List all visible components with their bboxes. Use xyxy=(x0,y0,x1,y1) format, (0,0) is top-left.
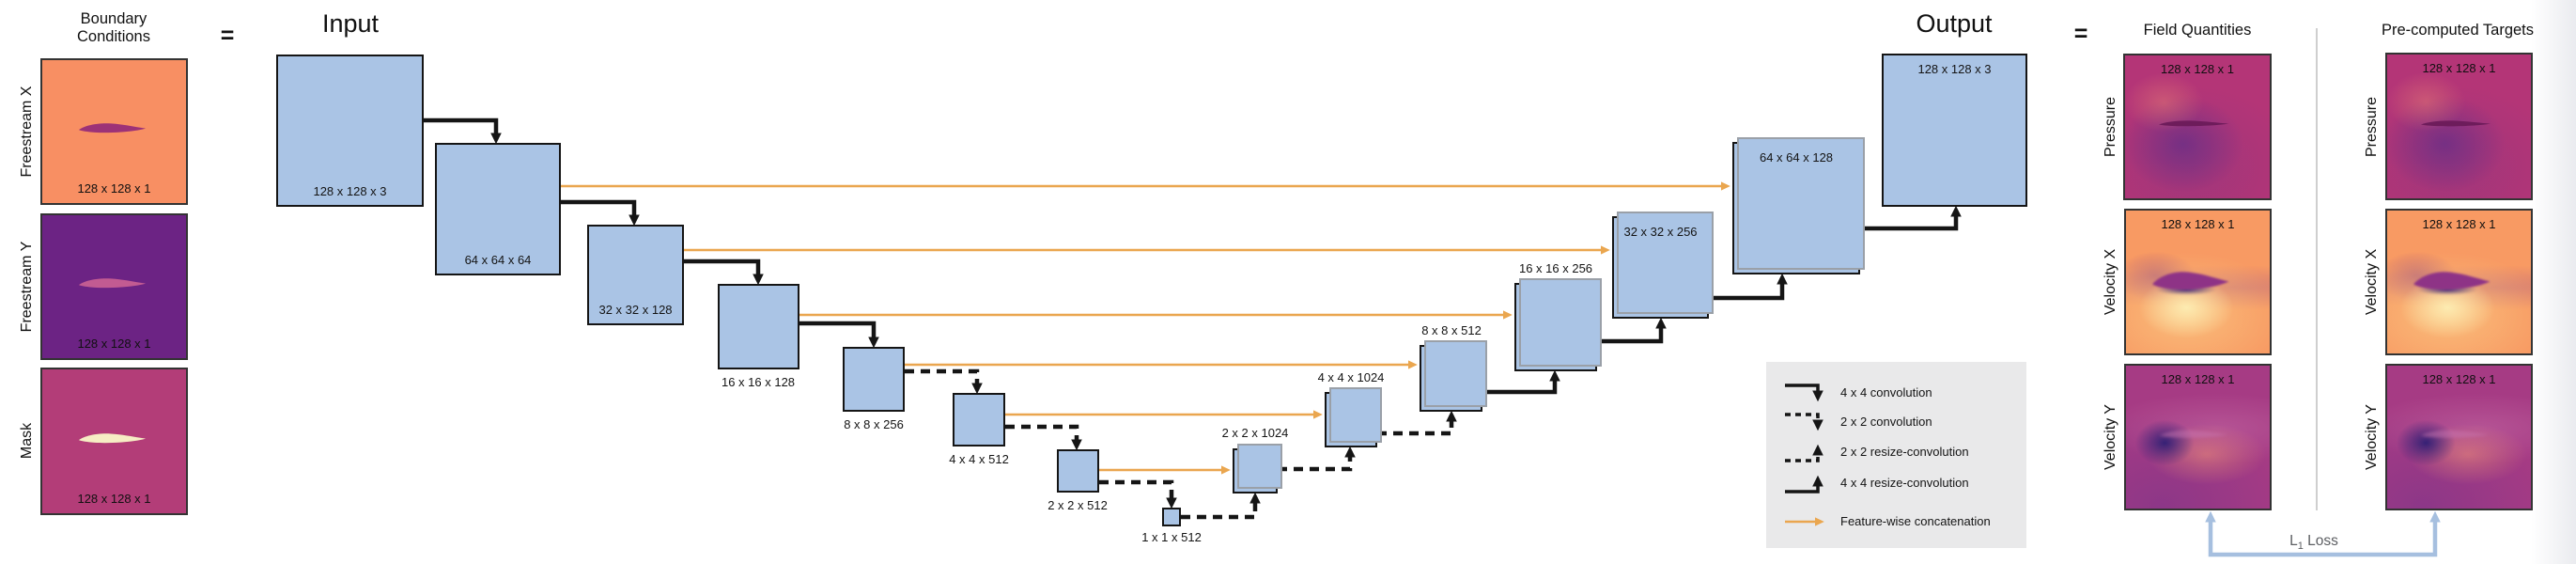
legend: 4 x 4 convolution 2 x 2 convolution 2 x … xyxy=(1766,362,2026,548)
encoder-block-8-dims: 1 x 1 x 512 xyxy=(1141,530,1202,544)
pt-velocity-x-image: 128 x 128 x 1 xyxy=(2385,209,2533,355)
encoder-block-6-dims: 4 x 4 x 512 xyxy=(949,452,1009,466)
pt-velocity-y-image: 128 x 128 x 1 xyxy=(2385,364,2533,510)
fq-pressure-image: 128 x 128 x 1 xyxy=(2123,54,2272,200)
decoder-block-6: 64 x 64 x 128 xyxy=(1732,137,1865,274)
encoder-block-3-dims: 32 x 32 x 128 xyxy=(598,303,673,317)
encoder-block-2-dims: 64 x 64 x 64 xyxy=(464,253,532,267)
pt-velocity-y-dims: 128 x 128 x 1 xyxy=(2422,372,2496,386)
decoder-block-2-dims: 4 x 4 x 1024 xyxy=(1317,370,1385,384)
output-block: 128 x 128 x 3 xyxy=(1882,54,2027,207)
encoder-block-1: 128 x 128 x 3 xyxy=(276,55,424,207)
pt-velocity-x-dims: 128 x 128 x 1 xyxy=(2422,217,2496,231)
resize4-arrows xyxy=(1482,205,1962,395)
decoder-block-1-dims: 2 x 2 x 1024 xyxy=(1221,426,1289,440)
encoder-block-5 xyxy=(843,347,905,412)
fq-velocity-x-image: 128 x 128 x 1 xyxy=(2124,209,2272,355)
pt-pressure-dims: 128 x 128 x 1 xyxy=(2422,61,2496,75)
concat-arrows xyxy=(561,181,1730,475)
conv4-arrows xyxy=(424,118,879,349)
fq-pressure-label: Pressure xyxy=(2103,96,2118,158)
decoder-block-6-dims: 64 x 64 x 128 xyxy=(1759,150,1834,164)
pt-velocity-x-label: Velocity X xyxy=(2364,248,2380,316)
column-divider xyxy=(2316,28,2318,510)
pt-pressure-image: 128 x 128 x 1 xyxy=(2385,53,2533,200)
airfoil-shape-icon xyxy=(2159,430,2228,438)
field-quantities-title: Field Quantities xyxy=(2143,22,2252,39)
encoder-block-7-dims: 2 x 2 x 512 xyxy=(1047,498,1108,512)
airfoil-shape-icon xyxy=(78,278,146,289)
encoder-block-3: 32 x 32 x 128 xyxy=(587,225,684,325)
fq-pressure-dims: 128 x 128 x 1 xyxy=(2160,62,2235,76)
equals-sign-left: = xyxy=(220,23,235,49)
airfoil-shape-icon xyxy=(2152,272,2229,290)
fq-velocity-x-label: Velocity X xyxy=(2103,248,2118,316)
resize2-arrows xyxy=(1181,410,1457,520)
fq-velocity-y-label: Velocity Y xyxy=(2103,404,2118,470)
legend-item: 2 x 2 resize-convolution xyxy=(1782,436,2026,467)
freestream-y-label: Freestream Y xyxy=(19,241,35,333)
decoder-block-3-dims: 8 x 8 x 512 xyxy=(1421,323,1482,337)
output-block-dims: 128 x 128 x 3 xyxy=(1917,62,1992,76)
encoder-block-2: 64 x 64 x 64 xyxy=(435,143,561,275)
mask-dims: 128 x 128 x 1 xyxy=(77,492,151,506)
legend-item: 4 x 4 convolution xyxy=(1782,378,2026,407)
airfoil-shape-icon xyxy=(2413,272,2491,290)
concat-arrow-icon xyxy=(1785,516,1824,526)
fq-velocity-y-image: 128 x 128 x 1 xyxy=(2124,364,2272,510)
decoder-block-4-dims: 16 x 16 x 256 xyxy=(1518,261,1593,275)
decoder-block-2 xyxy=(1325,387,1382,447)
legend-item: Feature-wise concatenation xyxy=(1782,507,2026,536)
resize4-arrow-icon xyxy=(1785,475,1823,494)
decoder-block-1 xyxy=(1233,444,1282,494)
airfoil-shape-icon xyxy=(2158,120,2229,127)
freestream-x-label: Freestream X xyxy=(19,86,35,178)
encoder-block-4 xyxy=(718,284,799,369)
legend-item: 2 x 2 convolution xyxy=(1782,407,2026,436)
conv2-arrows xyxy=(905,368,1177,509)
decoder-block-3 xyxy=(1420,340,1487,412)
input-title: Input xyxy=(321,9,380,38)
pt-pressure-label: Pressure xyxy=(2364,96,2380,158)
encoder-block-7 xyxy=(1057,449,1099,493)
encoder-block-4-dims: 16 x 16 x 128 xyxy=(721,375,796,389)
pt-velocity-y-label: Velocity Y xyxy=(2364,404,2380,470)
resize2-arrow-icon xyxy=(1785,444,1823,462)
fq-velocity-x-dims: 128 x 128 x 1 xyxy=(2161,217,2235,231)
l1-loss-label: L1 Loss xyxy=(2289,532,2338,553)
mask-label: Mask xyxy=(19,422,35,460)
decoder-block-5-dims: 32 x 32 x 256 xyxy=(1623,225,1698,239)
l1-loss-bracket xyxy=(2205,510,2441,557)
freestream-x-image: 128 x 128 x 1 xyxy=(40,58,188,205)
airfoil-shape-icon xyxy=(78,123,146,133)
freestream-y-image: 128 x 128 x 1 xyxy=(40,213,188,360)
page-edge-fade xyxy=(2531,0,2576,564)
encoder-block-1-dims: 128 x 128 x 3 xyxy=(313,184,387,198)
freestream-y-dims: 128 x 128 x 1 xyxy=(77,337,151,351)
boundary-conditions-title: Boundary Conditions xyxy=(77,10,150,45)
fq-velocity-y-dims: 128 x 128 x 1 xyxy=(2161,372,2235,386)
conv2-arrow-icon xyxy=(1785,412,1823,431)
airfoil-shape-icon xyxy=(2420,120,2491,127)
encoder-block-8 xyxy=(1162,508,1181,526)
conv4-arrow-icon xyxy=(1785,383,1823,401)
freestream-x-dims: 128 x 128 x 1 xyxy=(77,181,151,196)
encoder-block-6 xyxy=(953,393,1005,446)
mask-image: 128 x 128 x 1 xyxy=(40,368,188,515)
airfoil-shape-icon xyxy=(78,433,146,444)
equals-sign-right: = xyxy=(2073,21,2088,47)
decoder-block-5: 32 x 32 x 256 xyxy=(1612,212,1714,319)
decoder-block-4 xyxy=(1514,278,1602,371)
encoder-block-5-dims: 8 x 8 x 256 xyxy=(844,417,904,431)
precomputed-targets-title: Pre-computed Targets xyxy=(2381,22,2535,39)
output-title: Output xyxy=(1916,9,1993,38)
airfoil-shape-icon xyxy=(2420,430,2490,438)
legend-item: 4 x 4 resize-convolution xyxy=(1782,467,2026,498)
